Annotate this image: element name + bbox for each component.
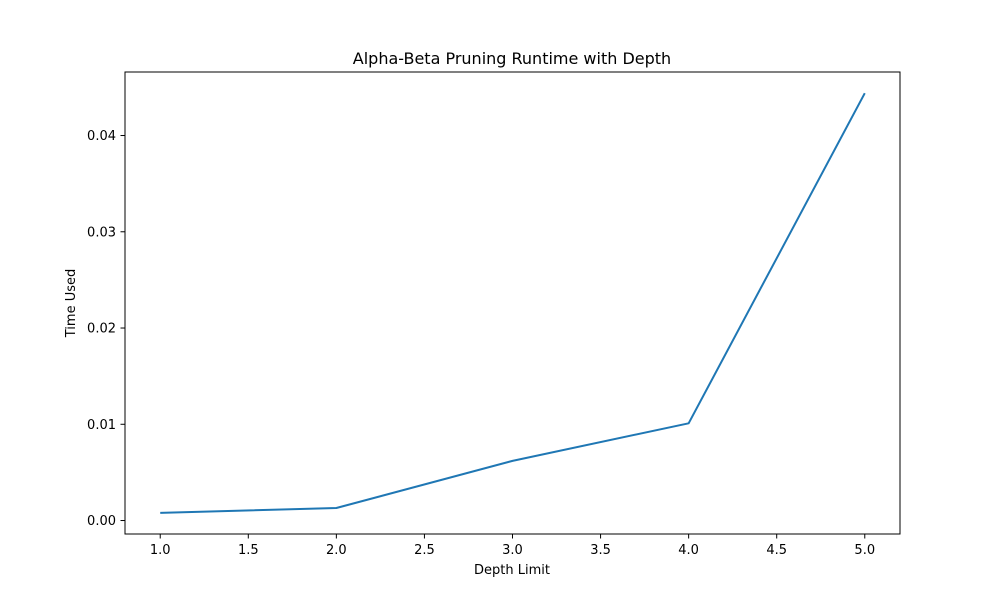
x-axis-label: Depth Limit	[474, 563, 550, 578]
x-tick-label: 3.5	[590, 543, 611, 558]
chart-title: Alpha-Beta Pruning Runtime with Depth	[353, 49, 671, 68]
x-tick-label: 1.0	[150, 543, 171, 558]
data-point	[159, 512, 161, 514]
y-tick-label: 0.03	[87, 225, 116, 240]
y-tick-label: 0.02	[87, 322, 116, 337]
y-axis-ticks: 0.00 0.01 0.02 0.03 0.04	[87, 129, 125, 529]
data-point	[688, 422, 690, 424]
y-axis-label: Time Used	[64, 269, 79, 339]
x-tick-label: 3.0	[502, 543, 523, 558]
plot-area	[125, 72, 900, 534]
data-point	[864, 92, 866, 94]
y-tick-label: 0.01	[87, 418, 116, 433]
data-point	[512, 460, 514, 462]
series-layer	[159, 92, 866, 514]
data-point	[335, 507, 337, 509]
x-tick-label: 1.5	[238, 543, 259, 558]
series-line	[160, 92, 866, 514]
x-tick-label: 2.5	[414, 543, 435, 558]
plot-background	[125, 72, 900, 534]
y-tick-label: 0.04	[87, 129, 116, 144]
x-tick-label: 5.0	[854, 543, 875, 558]
x-tick-label: 2.0	[326, 543, 347, 558]
y-tick-label: 0.00	[87, 514, 116, 529]
x-tick-label: 4.5	[766, 543, 787, 558]
plot-frame	[124, 71, 901, 535]
x-tick-label: 4.0	[678, 543, 699, 558]
x-axis-ticks: 1.0 1.5 2.0 2.5 3.0 3.5 4.0 4.5 5.0	[150, 534, 875, 558]
